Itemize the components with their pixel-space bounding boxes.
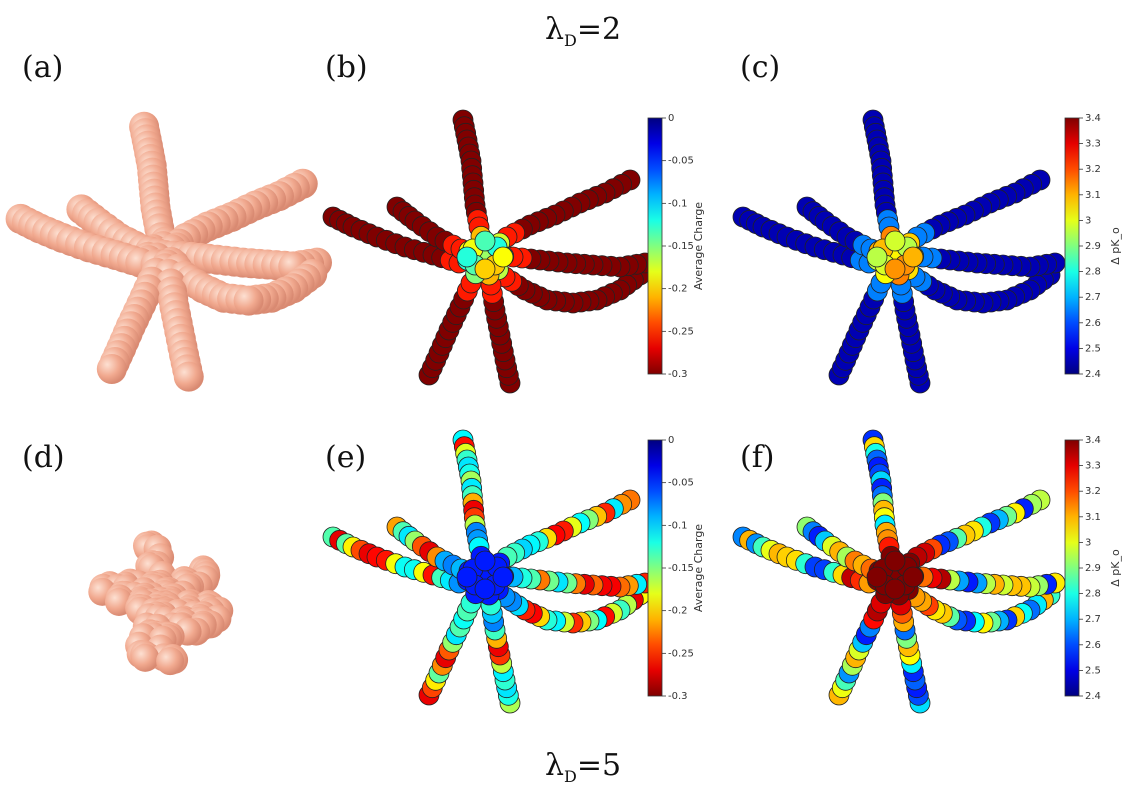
- bead: [492, 246, 514, 268]
- bead: [492, 566, 514, 588]
- colorbar-label: Average Charge: [692, 202, 705, 290]
- panel-label-c: (c): [740, 50, 781, 85]
- bead-panel-c: [732, 109, 1066, 394]
- colorbar-pk-c: 3.4 3.3 3.2 3.1 3 2.9 2.8 2.7 2.6 2.5 2.4 Δ pK_o: [1064, 113, 1122, 380]
- bead-panel-e: [322, 429, 656, 714]
- colorbar-tick: -0.25: [668, 326, 694, 337]
- colorbar-tick: 2.4: [1085, 691, 1101, 702]
- bead: [902, 246, 924, 268]
- colorbar-tick: 2.8: [1085, 589, 1101, 600]
- colorbar-label: Δ pK_o: [1109, 549, 1122, 587]
- colorbar-tick: 3.2: [1085, 164, 1101, 175]
- colorbar-tick: 2.7: [1085, 292, 1101, 303]
- panel-label-e: (e): [325, 440, 367, 475]
- colorbar-tick: 3.1: [1085, 512, 1101, 523]
- colorbar-tick: -0.2: [668, 284, 688, 295]
- colorbar-tick: 2.6: [1085, 640, 1101, 651]
- bead: [474, 550, 496, 572]
- bead: [884, 550, 906, 572]
- colorbar-tick: 2.6: [1085, 318, 1101, 329]
- sphere: [156, 647, 185, 676]
- rendered-polymer-d: [88, 530, 234, 676]
- colorbar-tick: 3: [1085, 537, 1091, 548]
- colorbar-tick: 3.2: [1085, 486, 1101, 497]
- sphere: [96, 354, 127, 384]
- rendered-polymer-a: [5, 111, 332, 392]
- bottom-title: λD=5: [545, 748, 622, 786]
- sphere: [233, 285, 264, 316]
- colorbar-tick: -0.1: [668, 198, 688, 209]
- colorbar-tick: -0.2: [668, 606, 688, 617]
- bead: [866, 246, 888, 268]
- colorbar-label: Δ pK_o: [1109, 227, 1122, 265]
- bead: [474, 578, 496, 600]
- colorbar-tick: 3.3: [1085, 139, 1101, 150]
- colorbar-tick: 3: [1085, 215, 1091, 226]
- bead-panel-f: [732, 429, 1066, 714]
- colorbar-tick: -0.15: [668, 563, 694, 574]
- sphere: [173, 361, 204, 392]
- colorbar-charge-e: 0 -0.05 -0.1 -0.15 -0.2 -0.25 -0.3 Average Char…: [647, 435, 705, 702]
- colorbar-tick: -0.3: [668, 691, 688, 702]
- bead: [474, 258, 496, 280]
- colorbar-tick: 3.4: [1085, 113, 1101, 124]
- colorbar-tick: 2.5: [1085, 665, 1101, 676]
- colorbar-tick: 2.7: [1085, 614, 1101, 625]
- colorbar-tick: 2.9: [1085, 241, 1101, 252]
- colorbar-tick: -0.1: [668, 520, 688, 531]
- bead: [866, 566, 888, 588]
- colorbar-tick: -0.25: [668, 648, 694, 659]
- colorbar-tick: 0: [668, 435, 674, 446]
- colorbar-tick: 0: [668, 113, 674, 124]
- bead: [456, 246, 478, 268]
- colorbar-charge-b: 0 -0.05 -0.1 -0.15 -0.2 -0.25 -0.3 Average Char…: [647, 113, 705, 380]
- colorbar-tick: -0.3: [668, 369, 688, 380]
- panel-label-b: (b): [325, 50, 368, 85]
- panel-label-f: (f): [740, 440, 775, 475]
- top-title: λD=2: [545, 12, 622, 50]
- colorbar-tick: 2.9: [1085, 563, 1101, 574]
- colorbar-tick: 2.5: [1085, 343, 1101, 354]
- panel-label-a: (a): [22, 50, 64, 85]
- colorbar-tick: -0.15: [668, 241, 694, 252]
- bead: [474, 230, 496, 252]
- bead: [884, 230, 906, 252]
- colorbar-label: Average Charge: [692, 524, 705, 612]
- bead: [902, 566, 924, 588]
- panel-label-d: (d): [22, 440, 65, 475]
- bead: [884, 258, 906, 280]
- colorbar-tick: 3.1: [1085, 190, 1101, 201]
- bead: [456, 566, 478, 588]
- bead-panel-b: [322, 109, 656, 394]
- colorbar-tick: -0.05: [668, 156, 694, 167]
- colorbar-pk-f: 3.4 3.3 3.2 3.1 3 2.9 2.8 2.7 2.6 2.5 2.4 Δ pK_o: [1064, 435, 1122, 702]
- colorbar-tick: -0.05: [668, 478, 694, 489]
- colorbar-tick: 2.8: [1085, 267, 1101, 278]
- colorbar-tick: 3.4: [1085, 435, 1101, 446]
- bead: [884, 578, 906, 600]
- colorbar-tick: 2.4: [1085, 369, 1101, 380]
- sphere: [131, 643, 160, 672]
- colorbar-tick: 3.3: [1085, 461, 1101, 472]
